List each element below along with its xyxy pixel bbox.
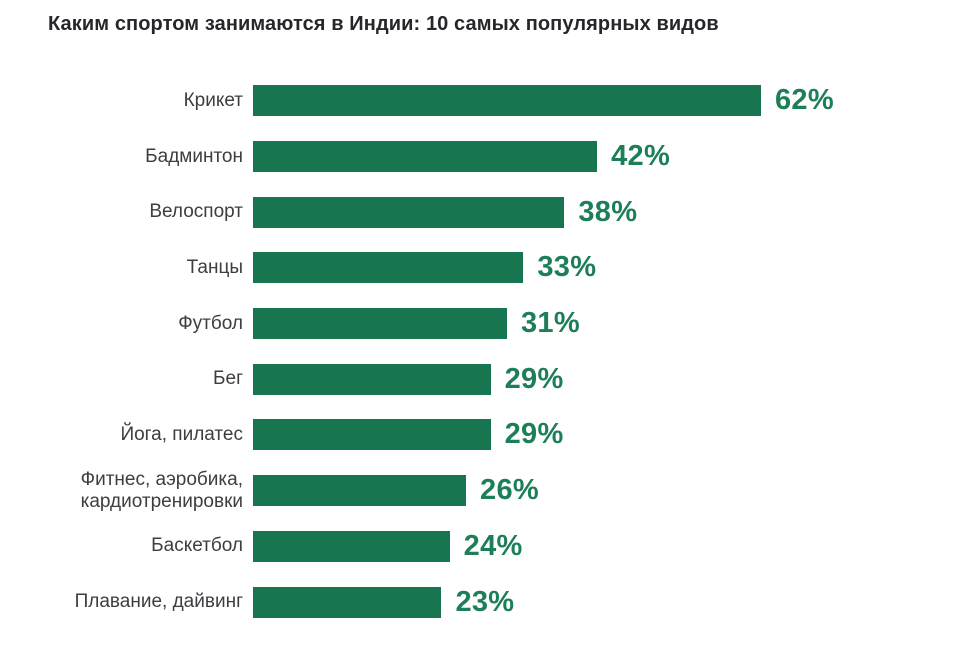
- bar: [253, 530, 450, 562]
- chart-row: Плавание, дайвинг 23%: [0, 574, 960, 630]
- value-label: 29%: [504, 362, 564, 395]
- category-label: Фитнес, аэробика, кардиотренировки: [80, 468, 243, 512]
- value-label: 31%: [521, 307, 580, 340]
- chart-row: Бег 29%: [0, 351, 960, 407]
- chart-row: Крикет 62%: [0, 73, 960, 129]
- chart-row: Футбол 31%: [0, 296, 960, 352]
- bar: [253, 252, 524, 284]
- category-label: Велоспорт: [149, 201, 243, 223]
- chart-row: Фитнес, аэробика, кардиотренировки 26%: [0, 463, 960, 519]
- value-label: 62%: [775, 84, 834, 117]
- bar: [253, 85, 761, 117]
- category-label: Бег: [213, 368, 243, 390]
- chart-row: Бадминтон 42%: [0, 129, 960, 185]
- value-label: 33%: [537, 251, 597, 284]
- bar: [253, 196, 565, 228]
- category-label: Йога, пилатес: [120, 423, 243, 445]
- category-label: Плавание, дайвинг: [74, 591, 243, 613]
- category-label: Бадминтон: [145, 145, 243, 167]
- value-label: 42%: [611, 140, 671, 173]
- value-label: 29%: [504, 418, 564, 451]
- bar: [253, 308, 507, 340]
- bar: [253, 141, 598, 173]
- bar-chart: Крикет 62% Бадминтон 42% Велоспорт 38% Танцы 33…: [0, 73, 960, 630]
- category-label: Футбол: [178, 312, 243, 334]
- bar: [253, 419, 491, 451]
- chart-row: Йога, пилатес 29%: [0, 407, 960, 463]
- value-label: 26%: [480, 474, 539, 507]
- bar: [253, 363, 491, 395]
- chart-title: Каким спортом занимаются в Индии: 10 сам…: [48, 13, 719, 35]
- chart-row: Танцы 33%: [0, 240, 960, 296]
- category-label: Баскетбол: [151, 535, 243, 557]
- value-label: 24%: [463, 529, 523, 562]
- chart-row: Баскетбол 24%: [0, 519, 960, 575]
- bar: [253, 586, 442, 618]
- category-label: Танцы: [186, 256, 243, 278]
- value-label: 38%: [578, 195, 638, 228]
- value-label: 23%: [455, 585, 515, 618]
- category-label: Крикет: [183, 89, 243, 111]
- bar: [253, 475, 467, 507]
- chart-row: Велоспорт 38%: [0, 184, 960, 240]
